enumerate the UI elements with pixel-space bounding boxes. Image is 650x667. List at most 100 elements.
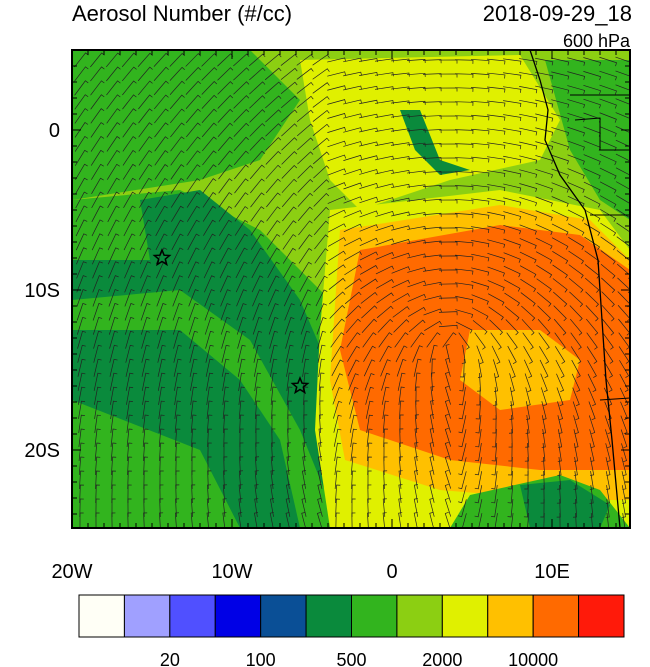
wind-barb	[588, 387, 596, 407]
wind-barb	[313, 193, 330, 207]
wind-barb	[173, 330, 183, 349]
wind-barb	[471, 253, 490, 262]
wind-barb	[327, 209, 346, 219]
wind-barb	[395, 345, 408, 363]
wind-barb	[539, 359, 549, 378]
wind-barb	[519, 169, 538, 178]
wind-barb	[407, 184, 426, 189]
wind-barb	[604, 401, 612, 421]
wind-barb	[583, 209, 601, 222]
wind-barb	[285, 330, 295, 349]
wind-barb	[155, 233, 168, 251]
wind-barb	[361, 318, 377, 333]
wind-barb	[296, 81, 314, 94]
wind-barb	[460, 358, 465, 378]
wind-barb	[107, 247, 120, 265]
wind-barb	[175, 456, 180, 476]
wind-barb	[519, 265, 537, 278]
wind-barb	[503, 211, 522, 220]
wind-barb	[206, 512, 211, 528]
wind-barb	[174, 386, 182, 405]
wind-barb	[422, 198, 442, 203]
wind-barb	[519, 183, 538, 193]
wind-barb	[438, 227, 458, 232]
wind-barb	[599, 84, 617, 95]
wind-barb	[600, 250, 616, 265]
wind-barb	[454, 101, 474, 106]
wind-barb	[351, 512, 356, 528]
wind-barb	[139, 191, 152, 208]
wind-barb	[494, 513, 498, 528]
wind-barb	[616, 222, 630, 237]
wind-barb	[79, 512, 84, 528]
wind-barb	[471, 142, 490, 149]
wind-barb	[302, 372, 309, 391]
wind-barb	[281, 164, 298, 179]
wind-barb	[125, 344, 134, 363]
wind-barb	[381, 386, 390, 405]
wind-barb	[599, 181, 617, 194]
wind-barb	[91, 205, 104, 223]
wind-barb	[454, 87, 474, 92]
wind-barb	[458, 332, 470, 350]
wind-barb	[350, 428, 358, 447]
wind-barb	[414, 414, 419, 433]
wind-barb	[620, 429, 628, 449]
wind-barb	[233, 122, 250, 137]
wind-barb	[347, 345, 360, 362]
wind-barb	[617, 277, 630, 294]
wind-barb	[266, 206, 281, 222]
wind-barb	[187, 233, 200, 251]
wind-barb	[375, 141, 394, 147]
wind-barb	[599, 195, 617, 208]
wind-barb	[551, 182, 569, 193]
wind-barb	[78, 456, 85, 475]
wind-barb	[553, 291, 568, 307]
wind-barb	[519, 224, 537, 235]
wind-barb	[222, 372, 230, 391]
wind-barb	[375, 183, 394, 189]
wind-barb	[172, 303, 183, 321]
wind-barb	[410, 332, 425, 348]
wind-barb	[359, 224, 379, 232]
wind-barb	[223, 442, 228, 462]
wind-barb	[567, 209, 585, 222]
wind-barb	[266, 220, 281, 236]
lon-label: 0	[386, 561, 397, 583]
wind-barb	[280, 67, 298, 80]
wind-barb	[270, 498, 275, 517]
wind-barb	[331, 359, 344, 377]
wind-barb	[297, 165, 314, 179]
wind-barb	[171, 205, 184, 222]
wind-barb	[391, 58, 410, 63]
wind-barb	[398, 386, 405, 405]
wind-barb	[127, 484, 132, 504]
wind-barb	[487, 253, 506, 263]
wind-barb	[111, 456, 117, 476]
wind-barb	[287, 414, 292, 434]
wind-barb	[551, 113, 570, 122]
wind-barb	[171, 247, 184, 265]
wind-barb	[77, 386, 86, 405]
wind-barb	[422, 101, 442, 106]
wind-barb	[234, 206, 249, 222]
wind-barb	[381, 372, 391, 391]
wind-barb	[153, 80, 169, 96]
wind-barb	[455, 268, 474, 275]
wind-barb	[186, 122, 201, 138]
wind-barb	[270, 484, 275, 503]
wind-barb	[391, 86, 410, 91]
wind-barb	[203, 247, 216, 265]
wind-barb	[204, 275, 216, 293]
wind-barb	[407, 293, 427, 302]
wind-barb	[363, 359, 376, 377]
wind-barb	[313, 206, 329, 221]
wind-barb	[559, 512, 561, 528]
colorbar-swatch	[351, 594, 398, 638]
colorbar-label: 10000	[508, 650, 558, 667]
wind-barb	[123, 205, 136, 223]
wind-barb	[491, 499, 498, 518]
wind-barb	[335, 512, 340, 528]
wind-barb	[552, 278, 568, 293]
wind-barb	[92, 261, 103, 279]
